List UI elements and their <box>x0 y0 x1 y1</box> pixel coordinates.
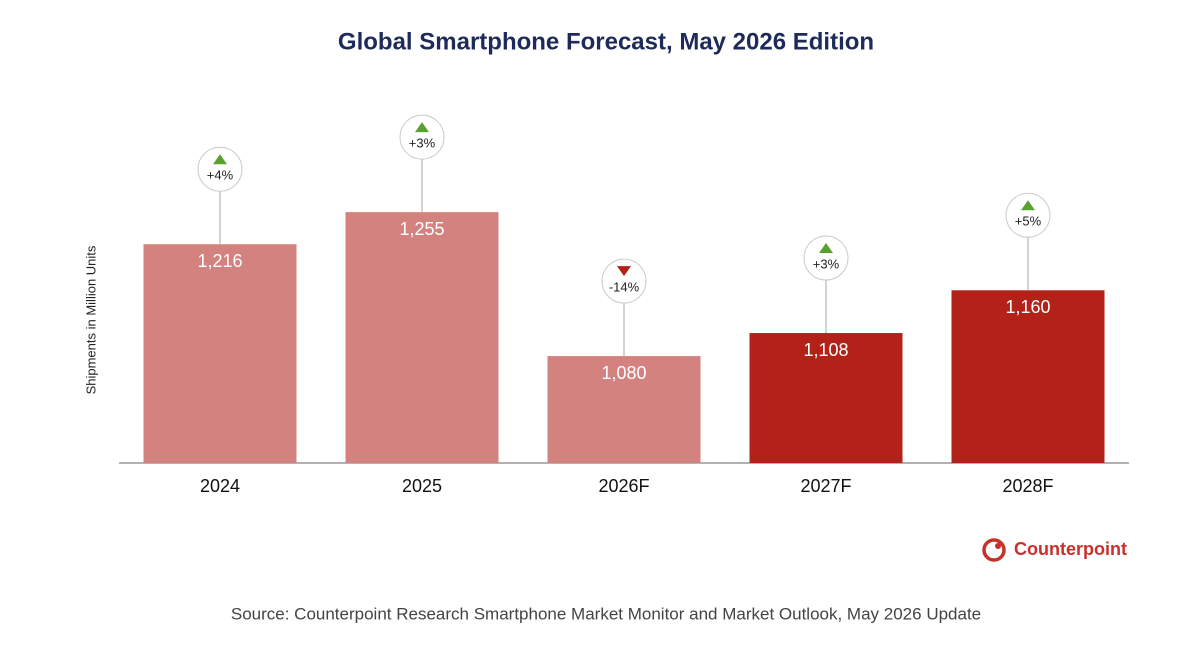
annotation-label: +3% <box>813 256 840 271</box>
annotation-bubble <box>399 114 445 160</box>
annotation-label: +3% <box>409 136 436 151</box>
value-label: 1,108 <box>803 340 848 360</box>
annotation-bubble <box>197 146 243 192</box>
value-label: 1,160 <box>1005 297 1050 317</box>
x-tick-label: 2024 <box>200 476 240 496</box>
y-axis-label: Shipments in Million Units <box>83 245 98 394</box>
bar <box>547 356 701 463</box>
up-arrow <box>213 154 227 165</box>
down-arrow <box>617 266 631 277</box>
brand-logo: Counterpoint <box>982 538 1127 562</box>
value-label: 1,216 <box>197 251 242 271</box>
x-tick-label: 2028F <box>1002 476 1053 496</box>
annotation-bubble <box>601 258 647 304</box>
annotation-bubble <box>1005 192 1051 238</box>
annotation-label: -14% <box>609 280 640 295</box>
logo-dot <box>995 543 1001 549</box>
annotation-bubble <box>803 235 849 281</box>
annotation-label: +5% <box>1015 214 1042 229</box>
bar <box>143 244 297 463</box>
x-tick-label: 2026F <box>598 476 649 496</box>
annotation-label: +4% <box>207 168 234 183</box>
bar <box>345 212 499 463</box>
chart-title: Global Smartphone Forecast, May 2026 Edi… <box>338 28 874 55</box>
up-arrow <box>415 122 429 133</box>
value-label: 1,080 <box>601 363 646 383</box>
logo-icon <box>982 538 1006 562</box>
brand-name: Counterpoint <box>1014 539 1127 559</box>
value-label: 1,255 <box>399 219 444 239</box>
up-arrow <box>819 243 833 254</box>
source-note: Source: Counterpoint Research Smartphone… <box>231 604 981 623</box>
x-tick-label: 2025 <box>402 476 442 496</box>
bar <box>951 290 1105 463</box>
up-arrow <box>1021 200 1035 211</box>
bar <box>749 333 903 463</box>
x-tick-label: 2027F <box>800 476 851 496</box>
